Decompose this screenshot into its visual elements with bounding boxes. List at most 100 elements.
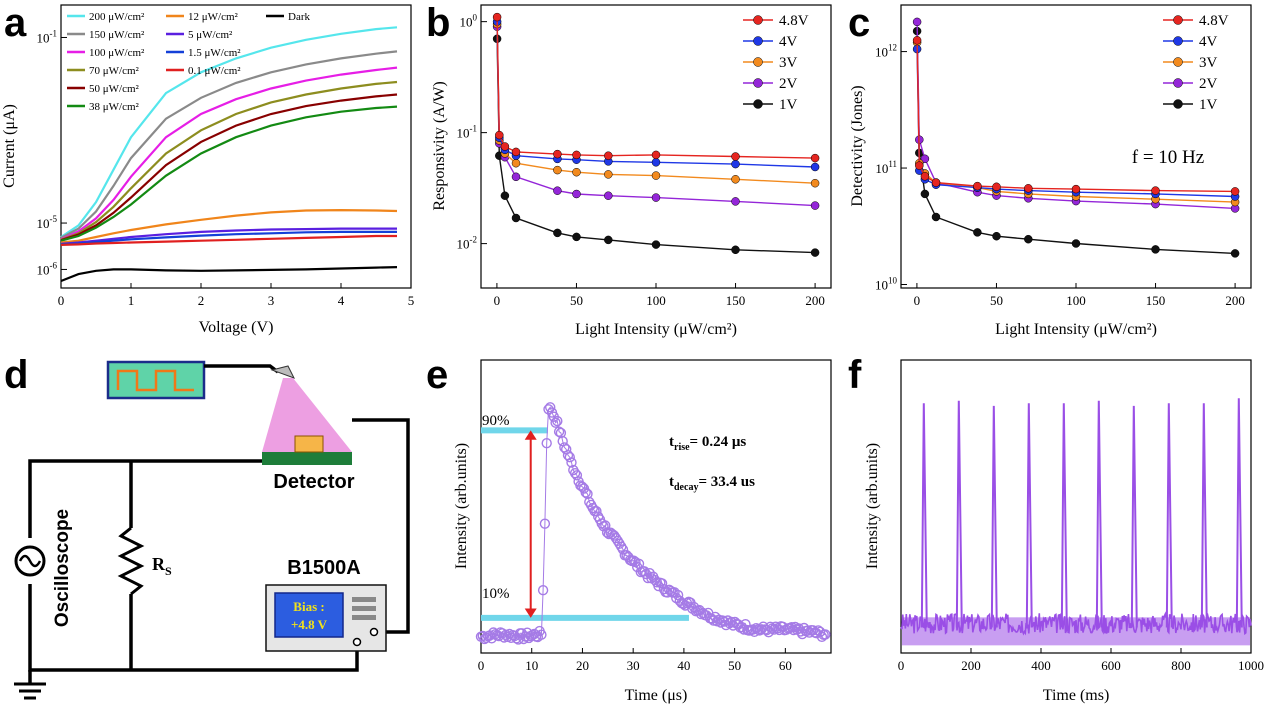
axis-ticks-f: 0 200 400 600 800 1000 <box>898 648 1264 673</box>
x-tick-label: 50 <box>990 293 1003 308</box>
y-tick-label: 10-5 <box>37 214 58 231</box>
series-lines-c <box>912 17 1240 258</box>
data-point-0 <box>731 152 740 161</box>
legend-label: 1.5 μW/cm² <box>188 47 241 59</box>
instrument-slot-1 <box>352 597 376 602</box>
instrument-slot-3 <box>352 615 376 620</box>
panel-a-current-voltage: a 0 1 2 3 4 5 10-6 10-5 10-1 200 μW/cm² 150 μW/cm… <box>1 1 414 336</box>
legend-label: 12 μW/cm² <box>188 11 239 23</box>
data-point-4 <box>1024 234 1033 244</box>
y-axis-label-c: Detectivity (Jones) <box>849 85 866 206</box>
data-point-0 <box>1230 187 1240 196</box>
series-line-6 <box>60 208 398 244</box>
data-point-0 <box>1151 186 1160 195</box>
legend-swatch-marker <box>753 15 763 25</box>
series-line-1 <box>496 21 816 168</box>
x-tick-label: 0 <box>58 293 65 308</box>
transient-point <box>479 633 490 645</box>
resistor-icon <box>117 526 145 596</box>
series-line-7 <box>60 227 397 245</box>
y-tick-label: 1012 <box>875 43 897 60</box>
data-point-4 <box>1071 239 1081 248</box>
data-point-2 <box>572 167 581 177</box>
arrow-down-icon <box>524 608 537 618</box>
legend-label: 4.8V <box>779 13 809 29</box>
oscilloscope-label: Oscilloscope <box>52 509 73 627</box>
transient-point <box>729 616 741 628</box>
transient-point <box>616 541 627 552</box>
data-point-4 <box>920 189 930 199</box>
legend-b: 4.8V 4V 3V 2V 1V <box>743 13 809 113</box>
transient-point <box>575 480 586 491</box>
legend-label: 150 μW/cm² <box>89 29 145 41</box>
terminal-right <box>369 627 379 637</box>
x-axis-label-f: Time (ms) <box>1043 687 1110 704</box>
data-point-0 <box>992 182 1001 192</box>
transient-point <box>617 544 629 555</box>
legend-label: 1V <box>779 97 798 113</box>
detector-chip <box>294 435 324 453</box>
transient-point <box>571 470 583 481</box>
transient-line <box>480 406 826 641</box>
panel-label-a: a <box>4 1 27 45</box>
instrument-screen <box>274 592 344 638</box>
data-point-0 <box>500 142 510 151</box>
y-axis-label-e: Intensity (arb.units) <box>453 443 470 569</box>
x-tick-label: 100 <box>1066 293 1086 308</box>
detector-substrate <box>262 452 352 465</box>
data-point-2 <box>553 165 562 175</box>
data-point-0 <box>1071 184 1081 194</box>
x-axis-label-e: Time (μs) <box>625 687 688 704</box>
series-line-0 <box>60 26 398 238</box>
x-tick-label: 5 <box>408 293 415 308</box>
axes-frame-a <box>60 4 412 289</box>
data-point-0 <box>492 12 502 22</box>
data-point-0 <box>604 151 613 160</box>
transient-point <box>770 621 781 632</box>
x-tick-label: 20 <box>576 658 589 673</box>
legend-label: 2V <box>1199 76 1218 92</box>
transient-point <box>765 621 776 632</box>
level-10-label: 10% <box>482 586 510 602</box>
legend-swatch-marker <box>753 36 763 46</box>
x-tick-label: 1000 <box>1238 658 1264 673</box>
rise-time-label: trise= 0.24 μs <box>669 434 746 453</box>
panel-b-responsivity: b 0 50 100 150 200 100 10-1 10-2 4.8V 4V 3V 2V 1V L… <box>426 1 832 338</box>
transient-point <box>584 496 595 508</box>
data-point-4 <box>604 235 613 245</box>
light-cable <box>204 364 280 374</box>
data-point-0 <box>973 181 982 191</box>
data-point-0 <box>920 172 930 181</box>
series-lines-b <box>492 12 820 257</box>
legend-label: 2V <box>779 76 798 92</box>
series-line-0 <box>496 17 816 159</box>
data-point-0 <box>553 149 562 159</box>
x-tick-label: 1 <box>128 293 135 308</box>
x-tick-label: 3 <box>268 293 275 308</box>
transient-point <box>553 426 565 437</box>
x-tick-label: 50 <box>570 293 583 308</box>
legend-label: 4.8V <box>1199 13 1229 29</box>
series-line-10 <box>60 266 398 283</box>
legend-label: 3V <box>779 55 798 71</box>
data-point-4 <box>651 240 661 249</box>
x-tick-label: 400 <box>1031 658 1051 673</box>
axes-frame-e <box>480 359 832 654</box>
transient-point <box>628 555 639 566</box>
series-line-8 <box>60 230 397 246</box>
data-point-0 <box>495 130 504 140</box>
panel-f-periodic-response: f 0 200 400 600 800 1000 Time (ms) Intensity … <box>848 353 1264 704</box>
y-axis-label-a: Current (μA) <box>1 104 18 188</box>
legend-swatch-marker <box>1173 57 1183 67</box>
data-point-4 <box>1151 245 1160 254</box>
y-tick-label: 10-1 <box>37 28 58 45</box>
data-point-3 <box>912 17 922 27</box>
x-tick-label: 600 <box>1101 658 1121 673</box>
panel-label-f: f <box>848 353 862 397</box>
legend-swatch-marker <box>753 57 763 67</box>
series-line-4 <box>496 38 816 254</box>
data-point-1 <box>810 162 820 172</box>
legend-label: 70 μW/cm² <box>89 65 140 77</box>
wire-bottom <box>28 584 359 672</box>
